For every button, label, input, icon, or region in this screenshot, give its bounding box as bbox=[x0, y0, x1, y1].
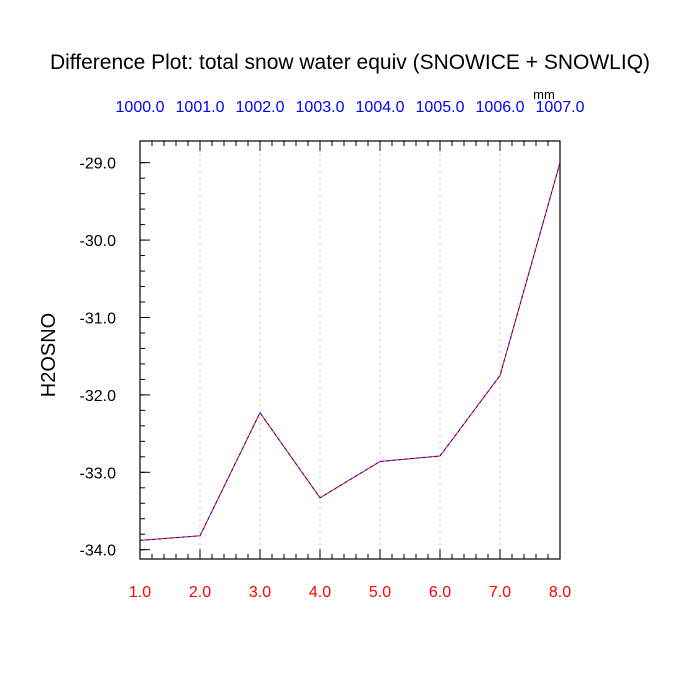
y-tick-label: -34.0 bbox=[80, 543, 117, 560]
data-point bbox=[439, 455, 440, 456]
plot-frame bbox=[139, 140, 561, 560]
x-tick-label: 6.0 bbox=[429, 584, 451, 601]
top-tick-label: 1004.0 bbox=[356, 99, 405, 116]
data-point bbox=[259, 412, 260, 413]
top-tick-label: 1001.0 bbox=[176, 99, 225, 116]
y-tick-label: -31.0 bbox=[80, 310, 117, 327]
x-tick-label: 4.0 bbox=[309, 584, 331, 601]
x-tick-label: 3.0 bbox=[249, 584, 271, 601]
top-tick-label: 1007.0 bbox=[536, 99, 585, 116]
series-line bbox=[139, 162, 561, 541]
data-point bbox=[139, 540, 140, 541]
top-tick-label: 1003.0 bbox=[296, 99, 345, 116]
top-tick-label: 1002.0 bbox=[236, 99, 285, 116]
x-tick-label: 8.0 bbox=[549, 584, 571, 601]
x-tick-label: 7.0 bbox=[489, 584, 511, 601]
y-axis-label: H2OSNO bbox=[38, 313, 60, 397]
x-axis-tick-labels: 1.0 2.0 3.0 4.0 5.0 6.0 7.0 8.0 bbox=[129, 584, 571, 601]
top-axis-tick-labels: 1000.0 1001.0 1002.0 1003.0 1004.0 1005.0 1006… bbox=[116, 99, 585, 116]
x-tick-label: 1.0 bbox=[129, 584, 151, 601]
data-point bbox=[319, 497, 320, 498]
y-axis-tick-labels: -29.0 -30.0 -31.0 -32.0 -33.0 -34.0 bbox=[80, 156, 117, 560]
y-tick-label: -33.0 bbox=[80, 465, 117, 482]
top-axis-units: mm bbox=[533, 87, 555, 102]
x-tick-label: 5.0 bbox=[369, 584, 391, 601]
y-tick-label: -30.0 bbox=[80, 233, 117, 250]
top-tick-label: 1000.0 bbox=[116, 99, 165, 116]
top-tick-label: 1005.0 bbox=[416, 99, 465, 116]
data-point bbox=[199, 535, 200, 536]
data-point bbox=[559, 162, 560, 163]
grid-lines bbox=[199, 141, 501, 559]
series-line-under bbox=[139, 162, 561, 541]
data-series bbox=[139, 162, 561, 541]
y-tick-label: -29.0 bbox=[80, 156, 117, 173]
top-tick-label: 1006.0 bbox=[476, 99, 525, 116]
chart-title: Difference Plot: total snow water equiv … bbox=[50, 51, 650, 74]
axis-ticks bbox=[139, 141, 561, 559]
x-tick-label: 2.0 bbox=[189, 584, 211, 601]
y-tick-label: -32.0 bbox=[80, 388, 117, 405]
data-point bbox=[499, 375, 500, 376]
data-point bbox=[379, 461, 380, 462]
